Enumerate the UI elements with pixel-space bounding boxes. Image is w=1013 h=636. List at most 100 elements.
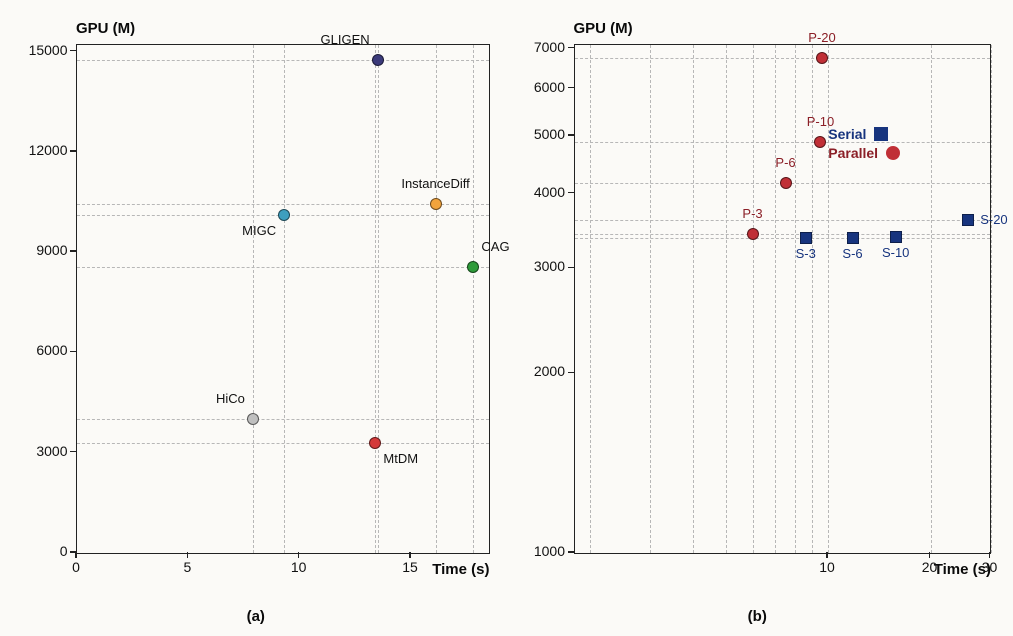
panel-a-point-label-hico: HiCo xyxy=(216,391,245,406)
panel-a-ytick-mark xyxy=(70,150,76,152)
panel-b-hgrid xyxy=(575,238,991,239)
panel-b-ytick-label: 4000 xyxy=(534,184,565,200)
panel-a-point-label-migc: MIGC xyxy=(242,223,276,238)
panel-b-hgrid xyxy=(575,234,991,235)
panel-a-xtick-mark xyxy=(298,552,300,558)
panel-b-legend-swatch xyxy=(886,146,900,160)
panel-b-point-label-s-10: S-10 xyxy=(882,245,909,260)
panel-a-vgrid xyxy=(253,45,254,553)
panel-a-hgrid xyxy=(77,267,489,268)
panel-a-ytick-mark xyxy=(70,50,76,52)
panel-a-ylabel: GPU (M) xyxy=(76,20,135,37)
panel-b-legend-label: Serial xyxy=(828,126,866,142)
panel-a-xtick-label: 5 xyxy=(183,559,191,575)
panel-a-vgrid xyxy=(378,45,379,553)
panel-b-point-s-6 xyxy=(847,232,859,244)
panel-b-point-label-s-6: S-6 xyxy=(842,246,862,261)
panel-b-ytick-label: 5000 xyxy=(534,126,565,142)
panel-a-hgrid xyxy=(77,60,489,61)
panel-b-vgrid xyxy=(693,45,694,553)
panel-b-vgrid xyxy=(590,45,591,553)
panel-a-xlabel: Time (s) xyxy=(432,561,489,578)
panel-b-xtick-mark xyxy=(826,552,828,558)
panel-b-vgrid xyxy=(650,45,651,553)
panel-b-vgrid xyxy=(931,45,932,553)
panel-b-legend: Serial Parallel xyxy=(828,126,900,164)
panel-a-vgrid xyxy=(284,45,285,553)
panel-a-ytick-label: 6000 xyxy=(36,342,67,358)
panel-a-ytick-mark xyxy=(70,351,76,353)
panel-b-hgrid xyxy=(575,220,991,221)
panel-a-vgrid xyxy=(375,45,376,553)
panel-a: GPU (M) GLIGENMIGCInstanceDiffCAGHiCoMtD… xyxy=(18,14,494,628)
panel-b-vgrid xyxy=(795,45,796,553)
panel-b-vgrid xyxy=(753,45,754,553)
panel-b-ytick-mark xyxy=(568,134,574,136)
panel-b-xtick-label: 30 xyxy=(982,559,998,575)
panel-a-xtick-label: 15 xyxy=(402,559,418,575)
panel-a-xtick-label: 0 xyxy=(72,559,80,575)
panel-b-point-p-6 xyxy=(780,177,792,189)
panel-b-ytick-mark xyxy=(568,192,574,194)
panel-a-ytick-mark xyxy=(70,250,76,252)
panel-a-point-instancediff xyxy=(430,198,442,210)
panel-b-point-label-s-20: S-20 xyxy=(980,212,1007,227)
panel-b-plot-area: P-3P-6P-10P-20S-3S-6S-10S-20SerialParall… xyxy=(574,44,992,554)
panel-a-point-migc xyxy=(278,209,290,221)
panel-b-point-label-p-3: P-3 xyxy=(742,206,762,221)
panel-a-point-label-mtdm: MtDM xyxy=(383,451,418,466)
panel-b-caption: (b) xyxy=(520,608,996,628)
panel-a-ytick-label: 3000 xyxy=(36,443,67,459)
panel-b-ytick-mark xyxy=(568,47,574,49)
panel-a-point-hico xyxy=(247,413,259,425)
panel-b-ytick-label: 3000 xyxy=(534,258,565,274)
panel-b-point-p-20 xyxy=(816,52,828,64)
panel-b-ytick-label: 6000 xyxy=(534,79,565,95)
panel-a-caption: (a) xyxy=(18,608,494,628)
panel-a-point-cag xyxy=(467,261,479,273)
panel-a-ytick-mark xyxy=(70,451,76,453)
panel-a-point-mtdm xyxy=(369,437,381,449)
panel-a-point-label-instancediff: InstanceDiff xyxy=(401,176,469,191)
panel-a-ytick-label: 12000 xyxy=(29,142,68,158)
panel-a-xtick-mark xyxy=(75,552,77,558)
panel-a-point-gligen xyxy=(372,54,384,66)
panel-a-hgrid xyxy=(77,204,489,205)
panel-b-xtick-mark xyxy=(989,552,991,558)
panel-b-legend-label: Parallel xyxy=(828,145,878,161)
panel-a-xtick-mark xyxy=(409,552,411,558)
panel-b: GPU (M) P-3P-6P-10P-20S-3S-6S-10S-20Seri… xyxy=(520,14,996,628)
panel-a-ytick-label: 9000 xyxy=(36,242,67,258)
panel-b-ytick-label: 1000 xyxy=(534,543,565,559)
panel-a-point-label-gligen: GLIGEN xyxy=(321,32,370,47)
panel-b-legend-swatch xyxy=(874,127,888,141)
panel-a-vgrid xyxy=(473,45,474,553)
panel-a-xtick-mark xyxy=(187,552,189,558)
panel-b-vgrid xyxy=(775,45,776,553)
panel-b-point-label-s-3: S-3 xyxy=(796,246,816,261)
panel-b-ylabel: GPU (M) xyxy=(574,20,633,37)
panel-b-point-p-10 xyxy=(814,136,826,148)
panel-b-point-s-20 xyxy=(962,214,974,226)
panel-a-vgrid xyxy=(436,45,437,553)
panel-b-point-label-p-6: P-6 xyxy=(775,155,795,170)
panel-b-legend-row-parallel: Parallel xyxy=(828,145,900,161)
figure: GPU (M) GLIGEN MIGC InstanceDiff CAG HiCo MtD… xyxy=(0,0,1013,636)
panels-row: GPU (M) GLIGEN MIGC InstanceDiff CAG HiCo MtD… xyxy=(0,0,1013,636)
panel-a-ytick-label: 15000 xyxy=(29,42,68,58)
panel-b-ytick-mark xyxy=(568,551,574,553)
panel-b-ytick-mark xyxy=(568,87,574,89)
panel-a-frame: GPU (M) GLIGENMIGCInstanceDiffCAGHiCoMtD… xyxy=(18,14,494,606)
panel-b-ytick-label: 7000 xyxy=(534,39,565,55)
panel-a-plot-area: GLIGENMIGCInstanceDiffCAGHiCoMtDM xyxy=(76,44,490,554)
panel-b-hgrid xyxy=(575,58,991,59)
panel-b-ytick-label: 2000 xyxy=(534,363,565,379)
panel-b-xtick-mark xyxy=(929,552,931,558)
panel-b-ytick-mark xyxy=(568,372,574,374)
panel-a-hgrid xyxy=(77,419,489,420)
panel-b-vgrid xyxy=(726,45,727,553)
panel-a-point-label-cag: CAG xyxy=(481,239,509,254)
panel-b-vgrid xyxy=(991,45,992,553)
panel-b-xtick-label: 10 xyxy=(819,559,835,575)
panel-b-point-s-10 xyxy=(890,231,902,243)
